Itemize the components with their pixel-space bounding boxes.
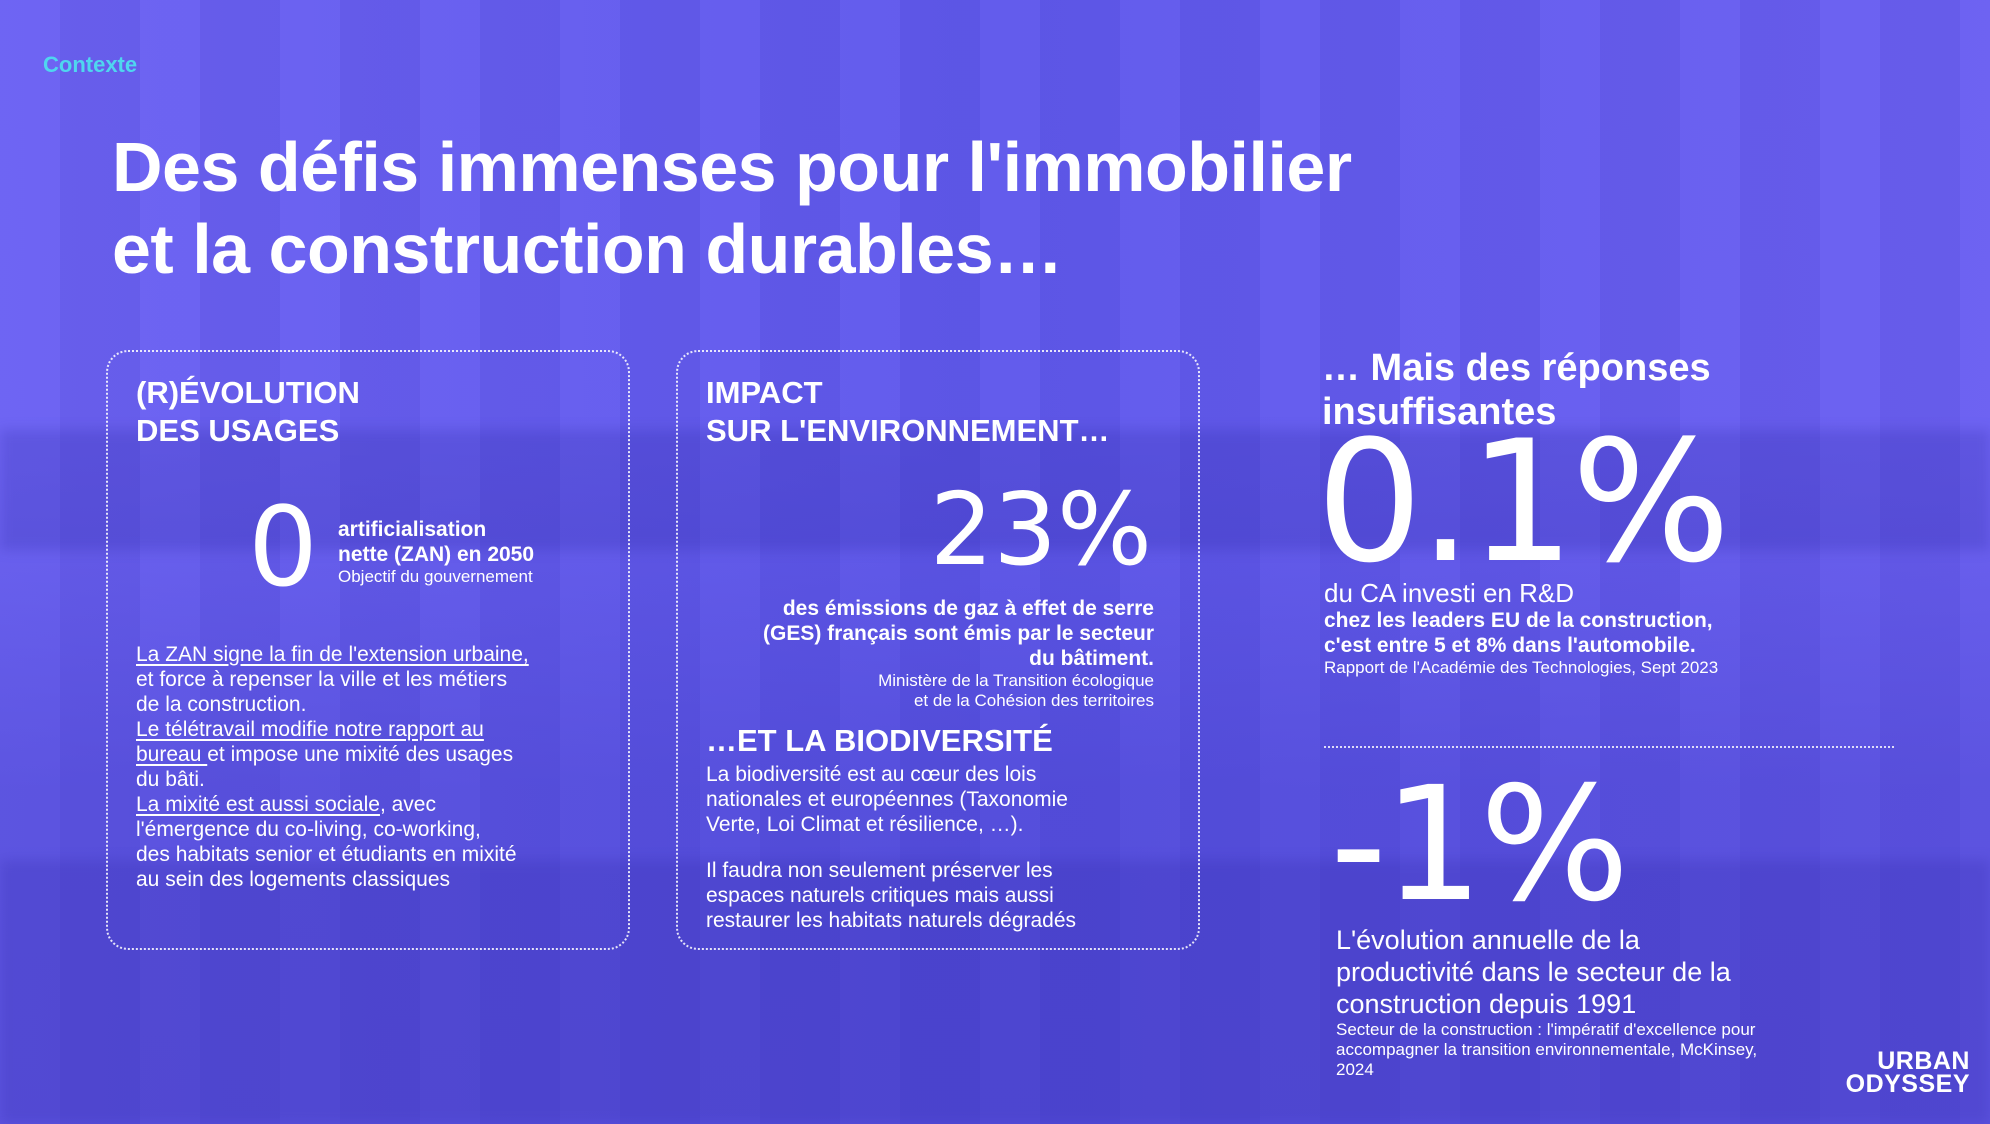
prod-stat-line-2: productivité dans le secteur de la xyxy=(1336,957,1731,987)
urban-odyssey-logo: URBAN ODYSSEY xyxy=(1845,1047,1970,1098)
usages-p2-line-3: du bâti. xyxy=(136,768,205,791)
bio-line-3: Verte, Loi Climat et résilience, …). xyxy=(706,813,1024,836)
zan-big-number: 0 xyxy=(248,483,318,611)
section-label: Contexte xyxy=(43,52,138,77)
bio2-line-1: Il faudra non seulement préserver les xyxy=(706,859,1053,882)
zan-stat-line-2: nette (ZAN) en 2050 xyxy=(338,543,535,566)
usages-body: La ZAN signe la fin de l'extension urbai… xyxy=(136,642,616,892)
page-title-line-1: Des défis immenses pour l'immobilier xyxy=(112,128,1352,206)
environment-title-line-1: IMPACT xyxy=(706,375,823,410)
rd-stat: du CA investi en R&D chez les leaders EU… xyxy=(1324,578,1924,678)
responses-title: … Mais des réponses insuffisantes xyxy=(1322,346,1711,434)
ges-stat: des émissions de gaz à effet de serre (G… xyxy=(684,596,1154,711)
zan-stat-line-1: artificialisation xyxy=(338,518,487,541)
logo-line-2: ODYSSEY xyxy=(1845,1070,1970,1098)
page-title-line-2: et la construction durables… xyxy=(112,210,1063,288)
usages-p3-line-2: l'émergence du co-living, co-working, xyxy=(136,818,481,841)
usages-card-title: (R)ÉVOLUTION DES USAGES xyxy=(136,374,360,450)
usages-p1-line-2: et force à repenser la ville et les méti… xyxy=(136,668,508,691)
biodiversity-body: La biodiversité est au cœur des lois nat… xyxy=(706,762,1186,933)
productivity-big-number: -1% xyxy=(1330,753,1630,937)
environment-title-line-2: SUR L'ENVIRONNEMENT… xyxy=(706,413,1110,448)
zan-link[interactable]: La ZAN signe la fin de l'extension urbai… xyxy=(136,643,529,666)
responses-divider xyxy=(1324,746,1894,748)
ges-stat-line-1: des émissions de gaz à effet de serre xyxy=(782,597,1154,620)
rd-stat-line-3: c'est entre 5 et 8% dans l'automobile. xyxy=(1324,634,1696,657)
usages-title-line-1: (R)ÉVOLUTION xyxy=(136,375,360,410)
bio2-line-2: espaces naturels critiques mais aussi xyxy=(706,884,1054,907)
ges-stat-line-2: (GES) français sont émis par le secteur xyxy=(763,622,1154,645)
usages-p3-line-3: des habitats senior et étudiants en mixi… xyxy=(136,843,517,866)
rd-big-number: 0.1% xyxy=(1316,404,1731,600)
rd-stat-line-2: chez les leaders EU de la construction, xyxy=(1324,609,1713,632)
rd-source: Rapport de l'Académie des Technologies, … xyxy=(1324,658,1719,677)
usages-p1-line-3: de la construction. xyxy=(136,693,307,716)
environment-card: IMPACT SUR L'ENVIRONNEMENT… 23% des émis… xyxy=(676,350,1200,950)
biodiversity-title: …ET LA BIODIVERSITÉ xyxy=(706,723,1053,758)
bio2-line-3: restaurer les habitats naturels dégradés xyxy=(706,909,1077,932)
page-title: Des défis immenses pour l'immobilier et … xyxy=(112,126,1612,290)
productivity-stat: L'évolution annuelle de la productivité … xyxy=(1336,924,1896,1080)
teletravail-link-2[interactable]: bureau xyxy=(136,743,208,766)
ges-source-line-1: Ministère de la Transition écologique xyxy=(878,671,1154,690)
ges-big-number: 23% xyxy=(929,471,1152,588)
usages-card: (R)ÉVOLUTION DES USAGES 0 artificialisat… xyxy=(106,350,630,950)
prod-stat-line-1: L'évolution annuelle de la xyxy=(1336,925,1640,955)
ges-stat-line-3: du bâtiment. xyxy=(1029,647,1154,670)
usages-p2-rest: et impose une mixité des usages xyxy=(207,743,514,766)
bio-line-2: nationales et européennes (Taxonomie xyxy=(706,788,1068,811)
usages-p3-line-4: au sein des logements classiques xyxy=(136,868,451,891)
usages-title-line-2: DES USAGES xyxy=(136,413,340,448)
prod-stat-line-3: construction depuis 1991 xyxy=(1336,989,1637,1019)
logo-line-1: URBAN xyxy=(1877,1047,1970,1075)
responses-title-line-1: … Mais des réponses xyxy=(1322,347,1711,389)
mixite-link[interactable]: La mixité est aussi sociale xyxy=(136,793,380,816)
teletravail-link-1[interactable]: Le télétravail modifie notre rapport au xyxy=(136,718,484,741)
zan-source: Objectif du gouvernement xyxy=(338,567,533,586)
prod-source-line-2: accompagner la transition environnementa… xyxy=(1336,1040,1758,1059)
environment-card-title: IMPACT SUR L'ENVIRONNEMENT… xyxy=(706,374,1110,450)
ges-source-line-2: et de la Cohésion des territoires xyxy=(913,691,1154,710)
zan-stat: artificialisation nette (ZAN) en 2050 Ob… xyxy=(338,517,534,587)
responses-title-line-2: insuffisantes xyxy=(1322,391,1557,433)
background-scaffold-shape xyxy=(0,860,1990,1124)
background-building-shape xyxy=(0,430,1990,550)
prod-source-line-3: 2024 xyxy=(1336,1060,1374,1079)
usages-p3-rest: , avec xyxy=(379,793,436,816)
bio-line-1: La biodiversité est au cœur des lois xyxy=(706,763,1037,786)
prod-source-line-1: Secteur de la construction : l'impératif… xyxy=(1336,1020,1756,1039)
rd-stat-line-1: du CA investi en R&D xyxy=(1324,578,1575,608)
